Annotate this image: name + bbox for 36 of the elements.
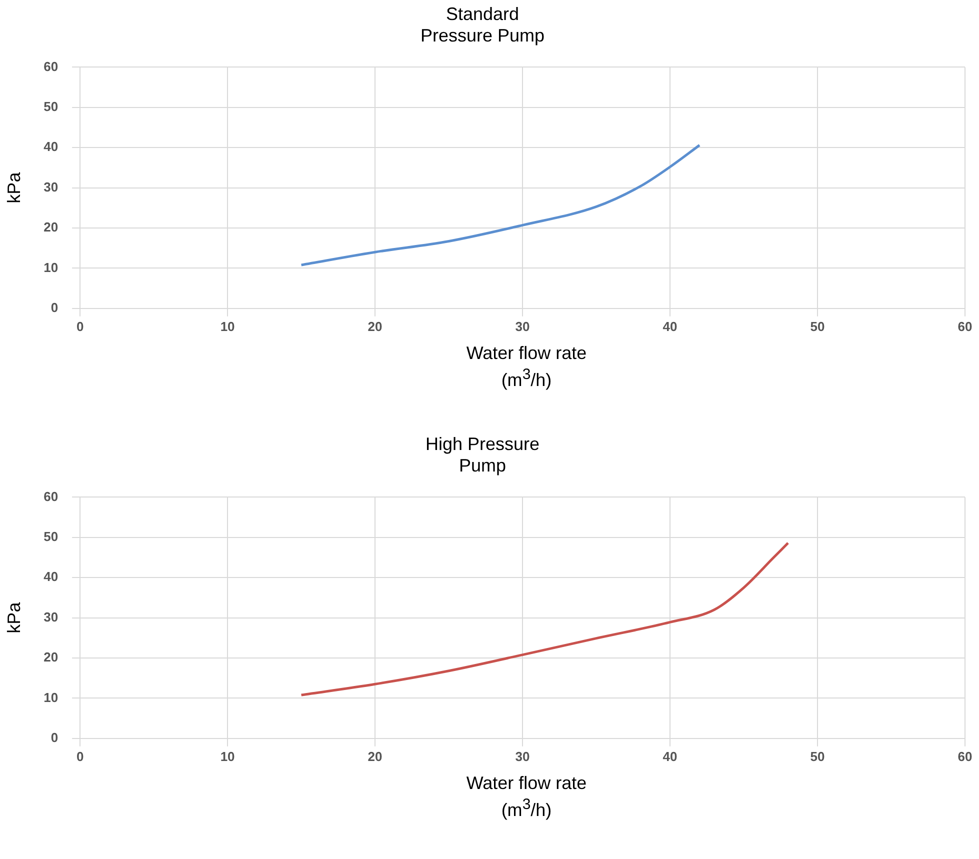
x-tick-label: 20	[368, 748, 382, 764]
y-tick-label: 0	[50, 300, 58, 315]
x-tick-label: 50	[810, 748, 825, 764]
chart-title: Standard Pressure Pump	[420, 4, 545, 46]
y-tick-label: 20	[44, 650, 58, 665]
y-tick-label: 10	[44, 260, 58, 275]
y-tick-label: 0	[50, 730, 58, 745]
x-tick-label: 10	[220, 318, 235, 334]
y-tick-label: 40	[44, 139, 58, 154]
y-axis-title: kPa	[4, 601, 24, 634]
x-tick-label: 40	[662, 318, 678, 334]
x-axis-title: Water flow rate (m$^{3}$/h)	[465, 342, 588, 391]
y-tick-label: 50	[44, 528, 58, 544]
y-tick-label: 50	[44, 98, 58, 114]
y-tick-label: 60	[44, 488, 58, 504]
chart-title: High Pressure Pump	[425, 434, 540, 476]
y-tick-label: 10	[44, 690, 58, 705]
x-tick-label: 40	[662, 748, 678, 764]
x-tick-label: 0	[76, 318, 84, 334]
line-series	[300, 542, 790, 696]
y-tick-label: 40	[44, 569, 58, 584]
x-axis-title: Water flow rate (m$^{3}$/h)	[465, 772, 588, 821]
line-series	[300, 144, 701, 266]
x-tick-label: 10	[220, 748, 235, 764]
x-tick-label: 50	[810, 318, 825, 334]
x-tick-label: 20	[368, 318, 382, 334]
y-tick-label: 20	[44, 220, 58, 235]
y-tick-label: 30	[44, 179, 58, 194]
y-axis-title: kPa	[4, 171, 24, 204]
y-tick-label: 30	[44, 609, 58, 624]
x-tick-label: 30	[515, 318, 530, 334]
x-tick-label: 0	[76, 748, 84, 764]
x-tick-label: 60	[958, 318, 972, 334]
x-tick-label: 30	[515, 748, 530, 764]
x-tick-label: 60	[958, 748, 972, 764]
y-tick-label: 60	[44, 58, 58, 74]
